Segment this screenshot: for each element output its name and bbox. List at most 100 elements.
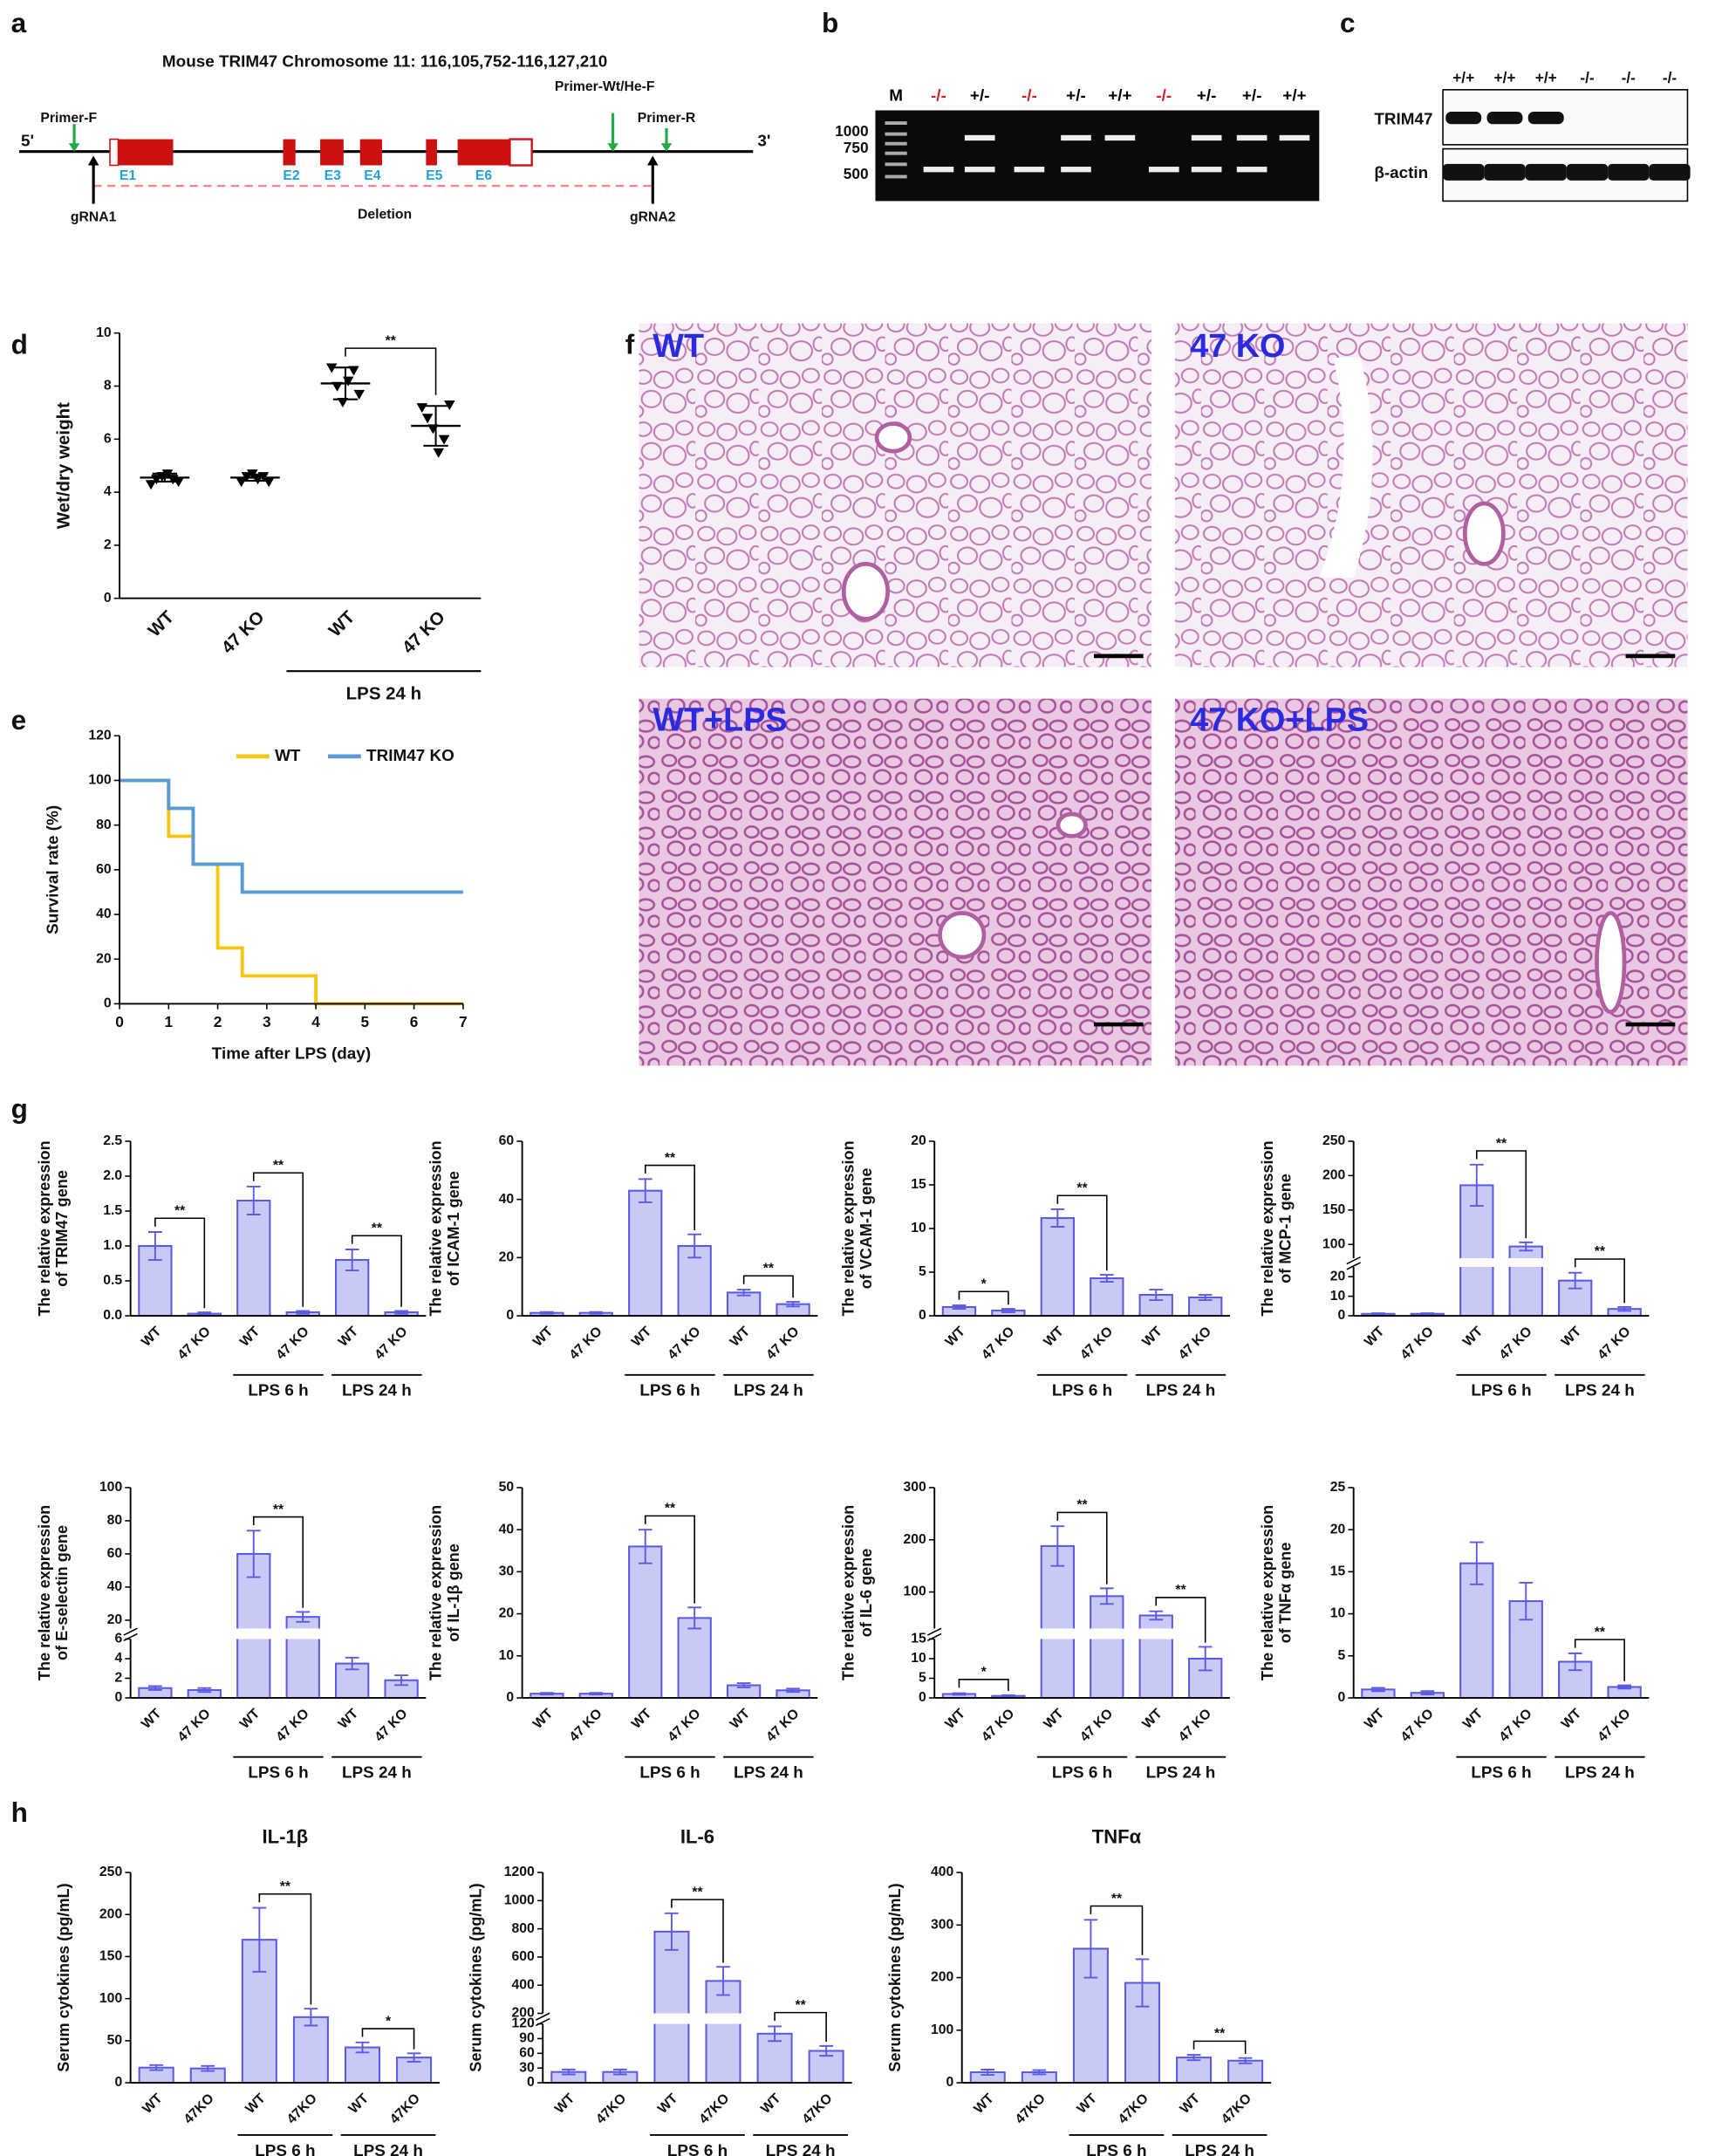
gel-band [1061,167,1091,173]
legend-label: WT [275,747,301,765]
point [263,477,275,488]
histology-label: WT [653,328,704,365]
significance-bracket [154,1217,206,1309]
x-tick-label: WT [1178,2091,1204,2117]
y-tick-label: 100 [99,1991,123,2006]
y-tick-label: 0 [114,2075,122,2090]
y-tick-label: 250 [1322,1133,1346,1148]
significance-label: ** [665,1502,676,1516]
group-label: LPS 24 h [342,1382,412,1400]
panel-label: e [11,704,27,736]
blot-band [1486,112,1523,125]
error-bar [638,1529,653,1564]
lane-label: +/- [1242,87,1262,106]
error-bar [1135,1958,1150,2008]
y-tick-label: 10 [96,325,112,340]
error-bar [1371,1312,1385,1316]
error-bar [345,1249,359,1271]
y-tick-label: 120 [512,2016,536,2031]
x-tick-label: 47 KO [1595,1706,1633,1744]
y-tick-label: 5 [1337,1648,1345,1663]
y-tick-label: 20 [96,951,112,966]
y-axis-label: of MCP-1 gene [1276,1174,1294,1283]
axis-break [1346,1256,1361,1270]
group-label: LPS 24 h [734,1382,803,1400]
y-tick-label: 150 [1322,1202,1346,1217]
y-tick-label: 250 [99,1865,123,1879]
significance-bracket [742,1275,794,1298]
point [173,477,184,488]
error-bar [407,2052,421,2063]
group-label: LPS 24 h [342,1764,412,1783]
error-bar [201,2064,215,2072]
y-tick-label: 2.5 [103,1133,122,1148]
significance-bracket [1574,1639,1625,1681]
x-tick-label: 47KO [696,2091,732,2127]
y-tick-label: 10 [1330,1606,1346,1621]
significance-label: ** [372,1222,383,1236]
gel-band [1236,167,1267,173]
x-tick-label: 47 KO [1176,1324,1214,1363]
significance-bracket [252,1172,304,1307]
x-tick-label: WT [139,1324,165,1350]
group-label: LPS 24 h [1565,1382,1635,1400]
x-tick-label: WT [655,2091,681,2117]
y-tick-label: 0 [506,1690,514,1705]
lane-label: +/- [1197,87,1217,106]
point [236,477,247,488]
three-prime: 3' [757,133,770,151]
axis-gap [132,1628,427,1639]
error-bar [1420,1312,1435,1316]
y-tick-label: 50 [107,2033,123,2048]
protein-label: TRIM47 [1374,111,1432,129]
significance-label: * [981,1277,987,1292]
error-bar [1469,1541,1484,1585]
axis-break [926,1627,942,1642]
bar [653,1930,690,2084]
significance-label: ** [273,1159,284,1174]
error-bar [736,1682,751,1688]
error-bar [1099,1587,1114,1605]
y-tick-label: 0 [104,996,112,1011]
gel-band [1279,134,1310,141]
x-tick-label: WT [1041,1324,1067,1350]
error-bar [148,1685,162,1691]
x-tick-label: WT [758,2091,784,2117]
lane-label: +/- [1066,87,1086,106]
group-label: LPS 6 h [248,1764,308,1783]
point [421,414,434,424]
ladder-band [885,121,907,126]
y-axis-label: The relative expression [427,1140,445,1316]
error-bar [1083,1919,1098,1979]
x-tick-label: WT [629,1706,655,1732]
error-bar [1617,1306,1632,1312]
y-tick-label: 15 [911,1177,926,1192]
group-label: LPS 24 h [1146,1764,1216,1783]
bar [628,1189,663,1318]
y-tick-label: 20 [499,1249,515,1264]
x-tick-label: 47 KO [763,1706,802,1744]
x-tick-label: 47 KO [274,1324,312,1363]
error-bar [1099,1274,1114,1283]
significance-label: * [386,2014,392,2029]
y-tick-label: 1200 [504,1865,535,1879]
error-bar [1198,1294,1213,1301]
group-label: LPS 24 h [346,683,421,703]
x-tick-label: WT [728,1324,754,1350]
x-tick-label: WT [140,2091,166,2117]
y-axis-label: Serum cytokines (pg/mL) [55,1883,72,2071]
ladder-band [885,132,907,136]
chart-title: TNFα [1092,1825,1142,1847]
significance-bracket [345,347,437,395]
x-tick-label: WT [1139,1706,1165,1732]
legend-label: TRIM47 KO [366,747,454,765]
bar [1090,1595,1124,1699]
y-tick-label: 80 [107,1513,123,1528]
bar [1508,1245,1543,1318]
x-tick-label: WT [1460,1706,1486,1732]
error-bar [687,1606,702,1630]
error-bar [612,2068,627,2076]
group-label: LPS 24 h [734,1764,803,1783]
y-tick-label: 150 [99,1949,123,1964]
x-tick-label: 0 [115,1013,124,1030]
